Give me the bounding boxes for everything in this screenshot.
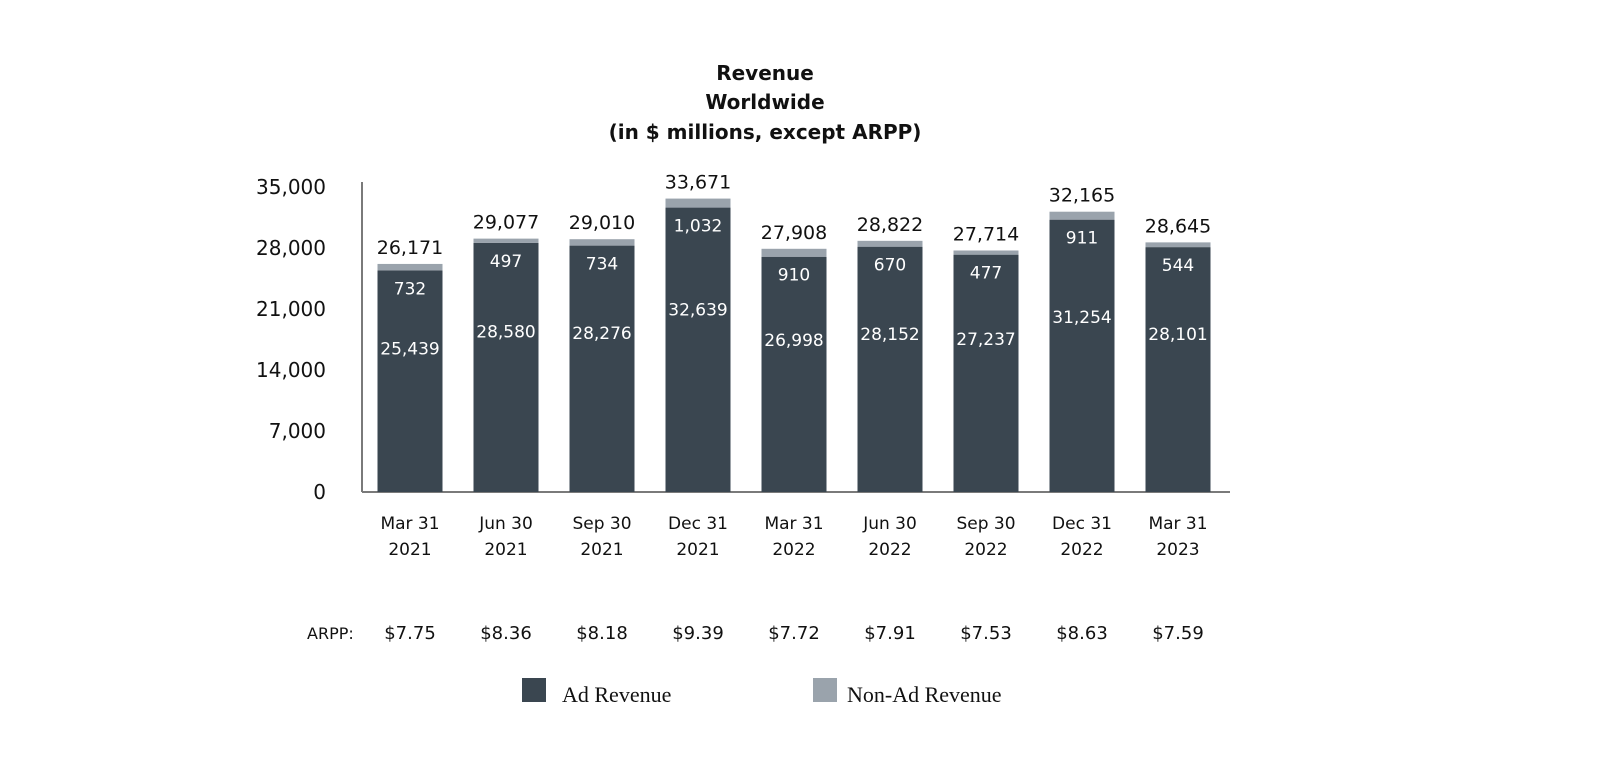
total-value-label: 28,645 [1145, 215, 1211, 237]
ad-revenue-value-label: 28,152 [860, 325, 919, 345]
legend-swatch [813, 678, 837, 702]
y-tick-label: 7,000 [269, 419, 326, 443]
y-tick-label: 0 [313, 480, 326, 504]
bar-ad-revenue [1145, 247, 1211, 492]
ad-revenue-value-label: 25,439 [380, 340, 439, 360]
bar-ad-revenue [857, 246, 923, 492]
x-tick-label-year: 2022 [964, 540, 1007, 560]
ad-revenue-value-label: 31,254 [1052, 308, 1111, 328]
bar-ad-revenue [953, 254, 1019, 492]
x-tick-label: Mar 31 [380, 514, 439, 534]
ad-revenue-value-label: 27,237 [956, 330, 1015, 350]
legend-label: Ad Revenue [562, 682, 671, 707]
x-tick-label-year: 2021 [388, 540, 431, 560]
arpp-value: $7.75 [384, 623, 436, 644]
bar-ad-revenue [761, 256, 827, 492]
x-tick-label: Jun 30 [478, 514, 533, 534]
bar-non-ad-revenue [1049, 211, 1115, 220]
bar-non-ad-revenue [569, 239, 635, 246]
arpp-value: $7.91 [864, 623, 916, 644]
bar-non-ad-revenue [473, 238, 539, 243]
arpp-value: $7.72 [768, 623, 820, 644]
x-tick-label: Sep 30 [572, 514, 631, 534]
total-value-label: 27,908 [761, 222, 827, 244]
total-value-label: 29,010 [569, 212, 635, 234]
y-tick-label: 21,000 [256, 297, 326, 321]
ad-revenue-value-label: 32,639 [668, 301, 727, 321]
y-tick-label: 14,000 [256, 358, 326, 382]
arpp-value: $8.63 [1056, 623, 1108, 644]
bar-ad-revenue [665, 207, 731, 492]
chart-title-line-3: (in $ millions, except ARPP) [609, 120, 922, 144]
total-value-label: 29,077 [473, 212, 539, 234]
x-tick-label-year: 2021 [580, 540, 623, 560]
bar-non-ad-revenue [377, 263, 443, 271]
bar-non-ad-revenue [953, 250, 1019, 255]
x-tick-label: Dec 31 [668, 514, 728, 534]
non-ad-revenue-value-label: 911 [1066, 229, 1098, 249]
bar-non-ad-revenue [761, 248, 827, 257]
x-tick-label-year: 2022 [772, 540, 815, 560]
ad-revenue-value-label: 28,580 [476, 323, 535, 343]
x-tick-label: Mar 31 [764, 514, 823, 534]
x-tick-label: Mar 31 [1148, 514, 1207, 534]
total-value-label: 32,165 [1049, 185, 1115, 207]
bar-ad-revenue [1049, 219, 1115, 492]
non-ad-revenue-value-label: 497 [490, 252, 522, 272]
ad-revenue-value-label: 26,998 [764, 331, 823, 351]
arpp-value: $7.53 [960, 623, 1012, 644]
bar-ad-revenue [473, 242, 539, 492]
y-tick-label: 28,000 [256, 236, 326, 260]
arpp-value: $7.59 [1152, 623, 1204, 644]
total-value-label: 27,714 [953, 223, 1019, 245]
total-value-label: 28,822 [857, 214, 923, 236]
x-tick-label-year: 2023 [1156, 540, 1199, 560]
x-tick-label-year: 2022 [1060, 540, 1103, 560]
non-ad-revenue-value-label: 670 [874, 256, 906, 276]
x-tick-label-year: 2021 [676, 540, 719, 560]
bar-non-ad-revenue [665, 198, 731, 208]
x-tick-label: Dec 31 [1052, 514, 1112, 534]
arpp-value: $8.18 [576, 623, 628, 644]
y-tick-label: 35,000 [256, 175, 326, 199]
non-ad-revenue-value-label: 544 [1162, 256, 1194, 276]
chart-title-line-1: Revenue [716, 61, 814, 85]
arpp-value: $9.39 [672, 623, 724, 644]
legend-label: Non-Ad Revenue [847, 682, 1002, 707]
total-value-label: 33,671 [665, 172, 731, 194]
non-ad-revenue-value-label: 732 [394, 279, 426, 299]
x-tick-label-year: 2022 [868, 540, 911, 560]
bar-ad-revenue [569, 245, 635, 492]
x-tick-label-year: 2021 [484, 540, 527, 560]
chart-title-line-2: Worldwide [705, 90, 824, 114]
x-tick-label: Sep 30 [956, 514, 1015, 534]
arpp-value: $8.36 [480, 623, 532, 644]
x-tick-label: Jun 30 [862, 514, 917, 534]
legend-swatch [522, 678, 546, 702]
bar-ad-revenue [377, 270, 443, 492]
ad-revenue-value-label: 28,276 [572, 324, 631, 344]
total-value-label: 26,171 [377, 237, 443, 259]
ad-revenue-value-label: 28,101 [1148, 325, 1207, 345]
arpp-label: ARPP: [307, 624, 354, 643]
non-ad-revenue-value-label: 910 [778, 266, 810, 286]
non-ad-revenue-value-label: 1,032 [674, 217, 723, 237]
non-ad-revenue-value-label: 477 [970, 264, 1002, 284]
bar-non-ad-revenue [857, 240, 923, 247]
non-ad-revenue-value-label: 734 [586, 255, 618, 275]
bar-non-ad-revenue [1145, 242, 1211, 248]
